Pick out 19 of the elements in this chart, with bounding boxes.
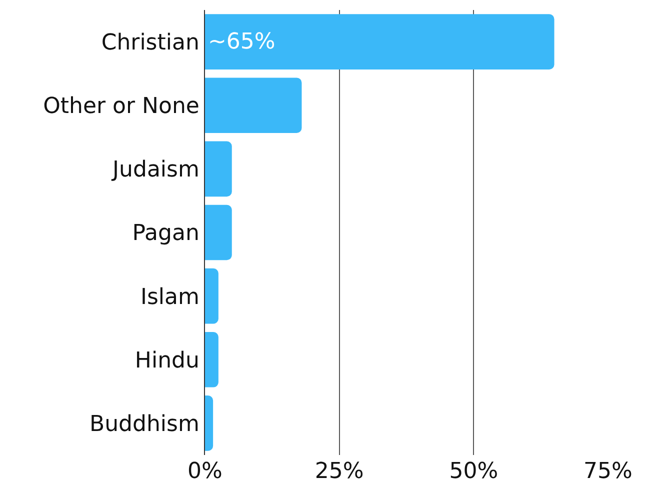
- y-tick-label: Other or None: [43, 94, 200, 120]
- x-tick-label: 50%: [449, 459, 498, 484]
- bar: [205, 204, 232, 260]
- bar: [205, 78, 302, 134]
- x-tick-label: 25%: [314, 459, 364, 484]
- x-tick-label: 75%: [584, 459, 632, 484]
- bar: [205, 141, 232, 197]
- y-tick-label: Buddhism: [90, 412, 200, 437]
- y-tick-label: Christian: [101, 30, 200, 56]
- bar: [205, 396, 214, 451]
- y-tick-label: Judaism: [110, 158, 200, 183]
- y-tick-label: Pagan: [132, 221, 200, 246]
- y-tick-label: Hindu: [134, 348, 200, 374]
- data-label: ~65%: [208, 29, 276, 54]
- bar: [205, 332, 218, 388]
- x-tick-label: 0%: [188, 459, 222, 484]
- bar: [205, 268, 218, 324]
- bar: [205, 14, 554, 70]
- y-tick-label: Islam: [140, 284, 200, 310]
